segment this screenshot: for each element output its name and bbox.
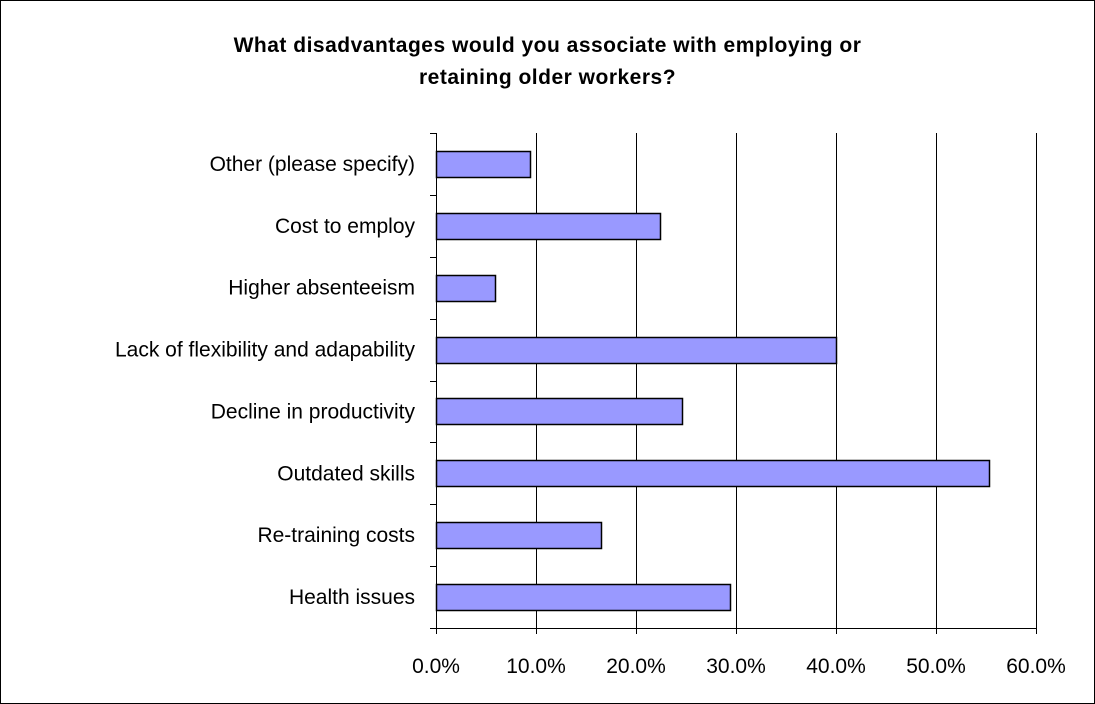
chart-title-line-1: What disadvantages would you associate w…	[233, 34, 862, 57]
bar-5	[435, 459, 991, 488]
category-label-7: Health issues	[289, 586, 415, 609]
bar-3	[435, 336, 838, 365]
x-tick-label-3: 30.0%	[706, 655, 766, 678]
bar-6	[435, 521, 603, 550]
category-label-5: Outdated skills	[277, 462, 415, 485]
bar-0	[435, 150, 532, 179]
x-tick-label-0: 0.0%	[412, 655, 460, 678]
category-label-3: Lack of flexibility and adapability	[115, 339, 416, 362]
bar-1	[435, 212, 662, 241]
x-tick-label-1: 10.0%	[506, 655, 566, 678]
x-tick-label-5: 50.0%	[906, 655, 966, 678]
category-label-0: Other (please specify)	[210, 153, 415, 176]
x-tick-label-6: 60.0%	[1006, 655, 1066, 678]
bar-4	[435, 397, 684, 426]
category-label-6: Re-training costs	[257, 524, 415, 547]
bar-7	[435, 583, 732, 612]
category-label-1: Cost to employ	[275, 215, 416, 238]
x-tick-label-4: 40.0%	[806, 655, 866, 678]
category-label-2: Higher absenteeism	[228, 277, 415, 300]
chart-title: What disadvantages would you associate w…	[0, 30, 1095, 94]
chart-title-line-2: retaining older workers?	[418, 66, 677, 89]
x-tick-label-2: 20.0%	[606, 655, 666, 678]
category-label-4: Decline in productivity	[211, 400, 416, 423]
bar-2	[435, 274, 497, 303]
